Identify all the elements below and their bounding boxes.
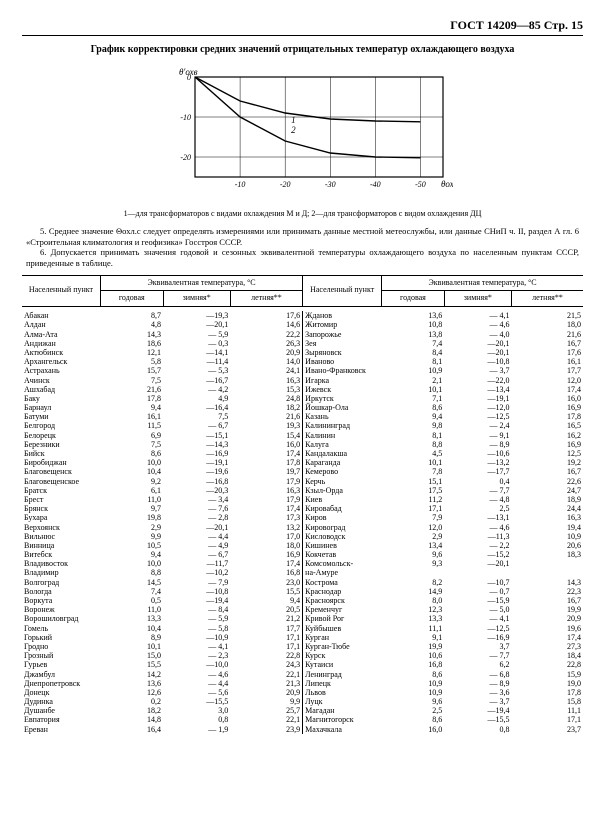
table-row: Белорецк6,9—15,115,4Калинин8,1— 9,116,2: [22, 431, 583, 440]
table-row: Душанбе18,23,025,7Магадан2,5—19,411,1: [22, 706, 583, 715]
table-row: Джамбул14,2— 4,622,1Ленинград8,6— 6,815,…: [22, 670, 583, 679]
svg-text:-20: -20: [279, 180, 290, 189]
table-row: Абакан8,7—19,317,6Жданов13,6— 4,121,5: [22, 311, 583, 320]
svg-text:-30: -30: [324, 180, 335, 189]
col-summer: летняя**: [230, 291, 302, 307]
table-row: Верхоянск2,9—20,113,2Кировоград12,0— 4,6…: [22, 523, 583, 532]
notes: 5. Среднее значение Θохл.с следует опред…: [26, 226, 579, 269]
table-row: Витебск9,4— 6,716,9Кокчетав9,6—15,218,3: [22, 550, 583, 559]
col-city-2: Населенный пункт: [303, 275, 382, 307]
table-row: Барнаул9,4—16,418,2Йошкар-Ола8,6—12,016,…: [22, 403, 583, 412]
table-row: Бийск8,6—16,917,4Кандалакша4,5—10,612,5: [22, 449, 583, 458]
table-row: Винница10,5— 4,918,0Кишинев13,4— 2,220,6: [22, 541, 583, 550]
table-row: Владимир8,8—10,216,8на-Амуре: [22, 568, 583, 577]
table-row: Ворошиловград13,3— 5,921,2Кривой Рог13,3…: [22, 614, 583, 623]
table-row: Воронеж11,0— 8,420,5Кременчуг12,3— 5,019…: [22, 605, 583, 614]
page-header: ГОСТ 14209—85 Стр. 15: [22, 18, 583, 36]
table-row: Воркута0,5—19,49,4Красноярск8,0—15,916,7: [22, 596, 583, 605]
table-row: Биробиджан10,0—19,117,8Караганда10,1—13,…: [22, 458, 583, 467]
table-row: Евпатория14,80,822,1Магнитогорск8,6—15,5…: [22, 715, 583, 724]
col-summer-2: летняя**: [511, 291, 583, 307]
table-row: Брест11,0— 3,417,9Киев11,2— 4,818,9: [22, 495, 583, 504]
col-winter-2: зимняя*: [444, 291, 511, 307]
table-row: Дудинка0,2—15,59,9Луцк9,6— 3,715,8: [22, 697, 583, 706]
svg-text:2: 2: [291, 125, 296, 135]
table-row: Грозный15,0— 2,322,8Курск10,6— 7,718,4: [22, 651, 583, 660]
table-row: Горький8,9—10,917,1Курган9,1—16,917,4: [22, 633, 583, 642]
svg-text:θохл: θохл: [441, 179, 453, 189]
table-row: Березники7,5—14,316,0Калуга8,8— 8,916,9: [22, 440, 583, 449]
table-row: Ачинск7,5—16,716,3Игарка2,1—22,012,0: [22, 376, 583, 385]
svg-text:-50: -50: [415, 180, 426, 189]
svg-text:-40: -40: [370, 180, 381, 189]
table-row: Алдан4,8—20,114,6Житомир10,8— 4,618,0: [22, 320, 583, 329]
table-row: Братск6,1—20,316,3Кзыл-Орда17,5— 7,724,7: [22, 486, 583, 495]
note-5: 5. Среднее значение Θохл.с следует опред…: [26, 226, 579, 247]
svg-text:-20: -20: [180, 153, 191, 162]
temperature-table: Населенный пункт Эквивалентная температу…: [22, 275, 583, 734]
table-row: Актюбинск12,1—14,120,9Зыряновск8,4—20,11…: [22, 348, 583, 357]
svg-text:-10: -10: [234, 180, 245, 189]
table-row: Вологда7,4—10,815,5Краснодар14,9— 0,722,…: [22, 587, 583, 596]
table-row: Белгород11,5— 6,719,3Калининград9,8— 2,4…: [22, 421, 583, 430]
table-row: Брянск9,7— 7,617,4Кировабад17,12,524,4: [22, 504, 583, 513]
svg-text:θ'охв: θ'охв: [179, 67, 198, 77]
table-row: Вильнюс9,9— 4,417,0Кисловодск2,9—11,310,…: [22, 532, 583, 541]
table-row: Благовещенское9,2—16,817,9Керчь15,10,422…: [22, 477, 583, 486]
table-row: Волгоград14,5— 7,923,0Кострома8,2—10,714…: [22, 578, 583, 587]
chart-caption: 1—для трансформаторов с видами охлаждени…: [52, 209, 553, 219]
table-row: Гомель10,4— 5,817,7Куйбышев11,1—12,519,6: [22, 624, 583, 633]
table-row: Батуми16,17,521,6Казань9,4—12,517,8: [22, 412, 583, 421]
table-row: Донецк12,6— 5,620,9Львов10,9— 3,617,8: [22, 688, 583, 697]
table-row: Гродно10,1— 4,117,1Курган-Тюбе19,93,727,…: [22, 642, 583, 651]
table-row: Владивосток10,0—11,717,4Комсомольск-9,3—…: [22, 559, 583, 568]
table-row: Благовещенск10,4—19,619,7Кемерово7,8—17,…: [22, 467, 583, 476]
note-6: 6. Допускается принимать значения годово…: [26, 247, 579, 268]
col-annual-2: годовая: [382, 291, 445, 307]
col-city: Населенный пункт: [22, 275, 101, 307]
figure-title: График корректировки средних значений от…: [62, 44, 543, 57]
col-group-left: Эквивалентная температура, °С: [101, 275, 303, 291]
table-row: Ашхабад21,6— 4,215,3Ижевск10,1—13,417,4: [22, 385, 583, 394]
table-row: Архангельск5,8—11,414,0Иваново8,1—10,816…: [22, 357, 583, 366]
table-row: Ереван16,4— 1,923,9Махачкала16,00,823,7: [22, 725, 583, 734]
col-winter: зимняя*: [163, 291, 230, 307]
table-row: Алма-Ата14,3— 5,922,2Запорожье13,8— 4,02…: [22, 330, 583, 339]
svg-text:1: 1: [291, 115, 296, 125]
table-row: Бухара19,8— 2,817,3Киров7,9—13,116,3: [22, 513, 583, 522]
table-row: Баку17,84,924,8Иркутск7,1—19,116,0: [22, 394, 583, 403]
svg-text:-10: -10: [180, 113, 191, 122]
table-row: Днепропетровск13,6— 4,421,3Липецк10,9— 8…: [22, 679, 583, 688]
col-annual: годовая: [101, 291, 164, 307]
table-row: Астрахань15,7— 5,324,1Ивано-Франковск10,…: [22, 366, 583, 375]
table-row: Андижан18,6— 0,326,3Зея7,4—20,116,7: [22, 339, 583, 348]
col-group-right: Эквивалентная температура, °С: [382, 275, 583, 291]
chart: -10-20-30-40-50-20-100θ'охв θохл12: [22, 65, 583, 205]
table-row: Гурьев15,5—10,024,3Кутаиси16,86,222,8: [22, 660, 583, 669]
